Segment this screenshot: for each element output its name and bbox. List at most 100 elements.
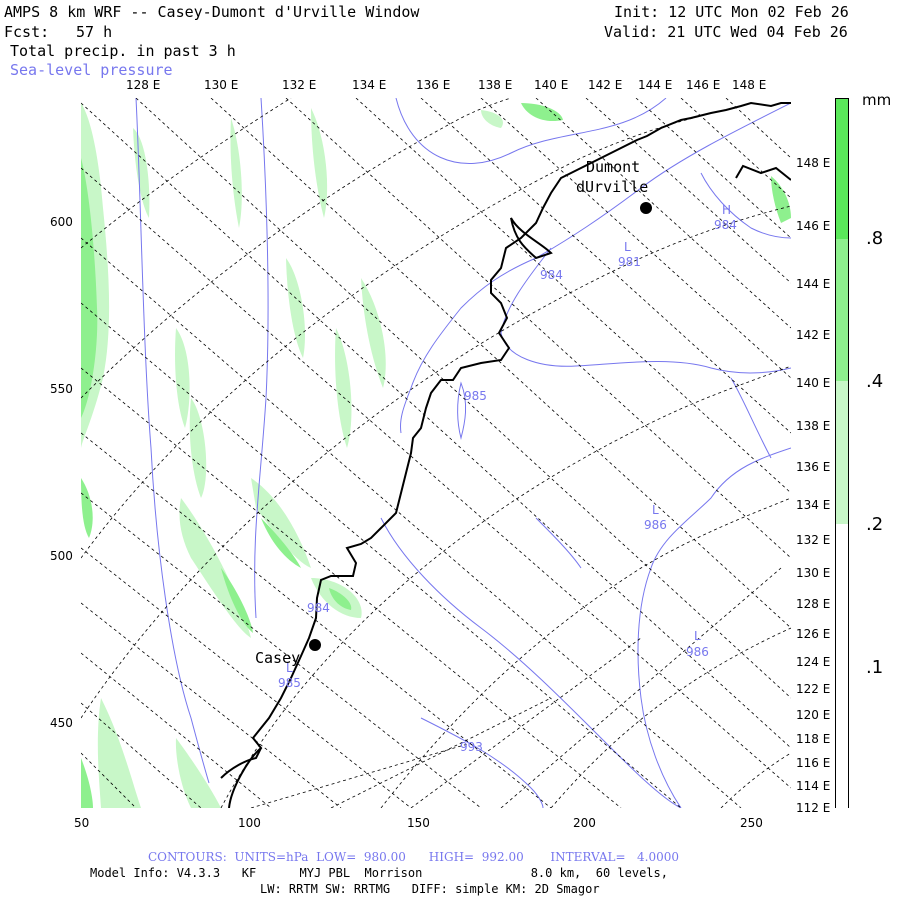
isobar [135, 98, 210, 784]
top-lon-label: 130 E [204, 78, 239, 92]
colorbar-unit: mm [862, 91, 892, 109]
isobar [730, 377, 772, 459]
right-lon-label: 134 E [796, 498, 831, 512]
precip-area [521, 103, 563, 122]
isobar [400, 102, 791, 434]
meridian [210, 98, 791, 629]
precip-area [230, 118, 242, 228]
pressure-value: 993 [460, 740, 483, 754]
station-dumont-label-1: Dumont [586, 158, 641, 176]
top-lon-label: 128 E [126, 78, 161, 92]
right-lon-label: 132 E [796, 533, 831, 547]
pressure-letter: L [624, 240, 631, 254]
precip-area [286, 258, 306, 358]
colorbar-label: .1 [866, 657, 884, 678]
bottom-grid-label: 250 [740, 816, 763, 830]
meridian [81, 302, 682, 808]
precip-area [481, 110, 503, 128]
pressure-letter: L [694, 629, 701, 643]
precip-area [175, 738, 221, 808]
meridian [250, 742, 472, 808]
top-lon-label: 140 E [534, 78, 569, 92]
latitude-lines [81, 98, 791, 808]
coastline-path [220, 747, 262, 779]
station-casey-label: Casey [255, 649, 301, 667]
precip-area [311, 108, 328, 218]
map-svg [81, 98, 791, 808]
right-lon-label: 120 E [796, 708, 831, 722]
latitude-arc [220, 365, 791, 808]
isobar [254, 98, 269, 619]
right-lon-label: 140 E [796, 376, 831, 390]
meridian [135, 98, 791, 699]
precip-area [179, 498, 251, 638]
colorbar-segment [836, 381, 848, 524]
right-lon-label: 116 E [796, 756, 831, 770]
forecast-label: Fcst: [4, 23, 50, 41]
meridian [500, 567, 782, 808]
pressure-letter: L [286, 661, 293, 675]
top-lon-label: 144 E [638, 78, 673, 92]
precip-area [335, 328, 352, 448]
right-lon-label: 126 E [796, 627, 831, 641]
init-time: Init: 12 UTC Mon 02 Feb 26 [614, 3, 849, 21]
coastline-path [735, 164, 791, 181]
field-primary-label: Total precip. in past 3 h [10, 42, 236, 60]
meridian [81, 602, 342, 808]
pressure-value: 984 [540, 268, 563, 282]
bottom-grid-label: 50 [74, 816, 90, 830]
right-lon-label: 130 E [796, 566, 831, 580]
colorbar [835, 98, 849, 809]
meridian [355, 98, 791, 494]
valid-time: Valid: 21 UTC Wed 04 Feb 26 [604, 23, 848, 41]
isobar [700, 172, 791, 239]
isobar [637, 447, 791, 808]
top-lon-label: 146 E [686, 78, 721, 92]
right-lon-label: 138 E [796, 419, 831, 433]
meridian [81, 752, 137, 808]
meridian [330, 697, 552, 808]
precip-area [251, 478, 311, 568]
meridian [635, 98, 791, 239]
meridian [480, 98, 791, 379]
precip-area [81, 758, 93, 808]
pressure-value: 985 [278, 676, 301, 690]
pressure-value: 984 [307, 601, 330, 615]
meridian [81, 167, 791, 789]
precip-area [771, 176, 791, 223]
latitude-arc [81, 205, 791, 719]
meridian [81, 652, 272, 808]
precip-area [81, 478, 93, 538]
meridian [81, 102, 791, 749]
latitude-arc [380, 497, 791, 808]
colorbar-segment [836, 239, 848, 381]
left-grid-label: 500 [50, 549, 73, 563]
top-lon-label: 132 E [282, 78, 317, 92]
right-lon-label: 148 E [796, 156, 831, 170]
precip-area [175, 328, 190, 428]
physics-info: LW: RRTM SW: RRTMG DIFF: simple KM: 2D S… [260, 882, 600, 896]
pressure-contours [135, 98, 791, 808]
isobar [395, 98, 667, 165]
right-lon-label: 146 E [796, 219, 831, 233]
colorbar-segment [836, 524, 848, 809]
precip-area [133, 128, 150, 218]
top-lon-label: 136 E [416, 78, 451, 92]
map-title: AMPS 8 km WRF -- Casey-Dumont d'Urville … [4, 3, 420, 21]
meridian [81, 492, 482, 808]
meridian [585, 98, 791, 284]
colorbar-label: .2 [866, 514, 884, 535]
precip-area [189, 398, 207, 498]
pressure-letter: L [652, 503, 659, 517]
top-lon-label: 148 E [732, 78, 767, 92]
top-lon-label: 134 E [352, 78, 387, 92]
right-lon-label: 124 E [796, 655, 831, 669]
latitude-arc [550, 627, 791, 808]
bottom-grid-label: 150 [407, 816, 430, 830]
top-lon-label: 138 E [478, 78, 513, 92]
colorbar-label: .8 [866, 228, 884, 249]
isobar [420, 717, 544, 808]
meridian-fan [250, 567, 782, 808]
pressure-value: 984 [714, 218, 737, 232]
model-info: Model Info: V4.3.3 KF MYJ PBL Morrison 8… [90, 866, 668, 880]
